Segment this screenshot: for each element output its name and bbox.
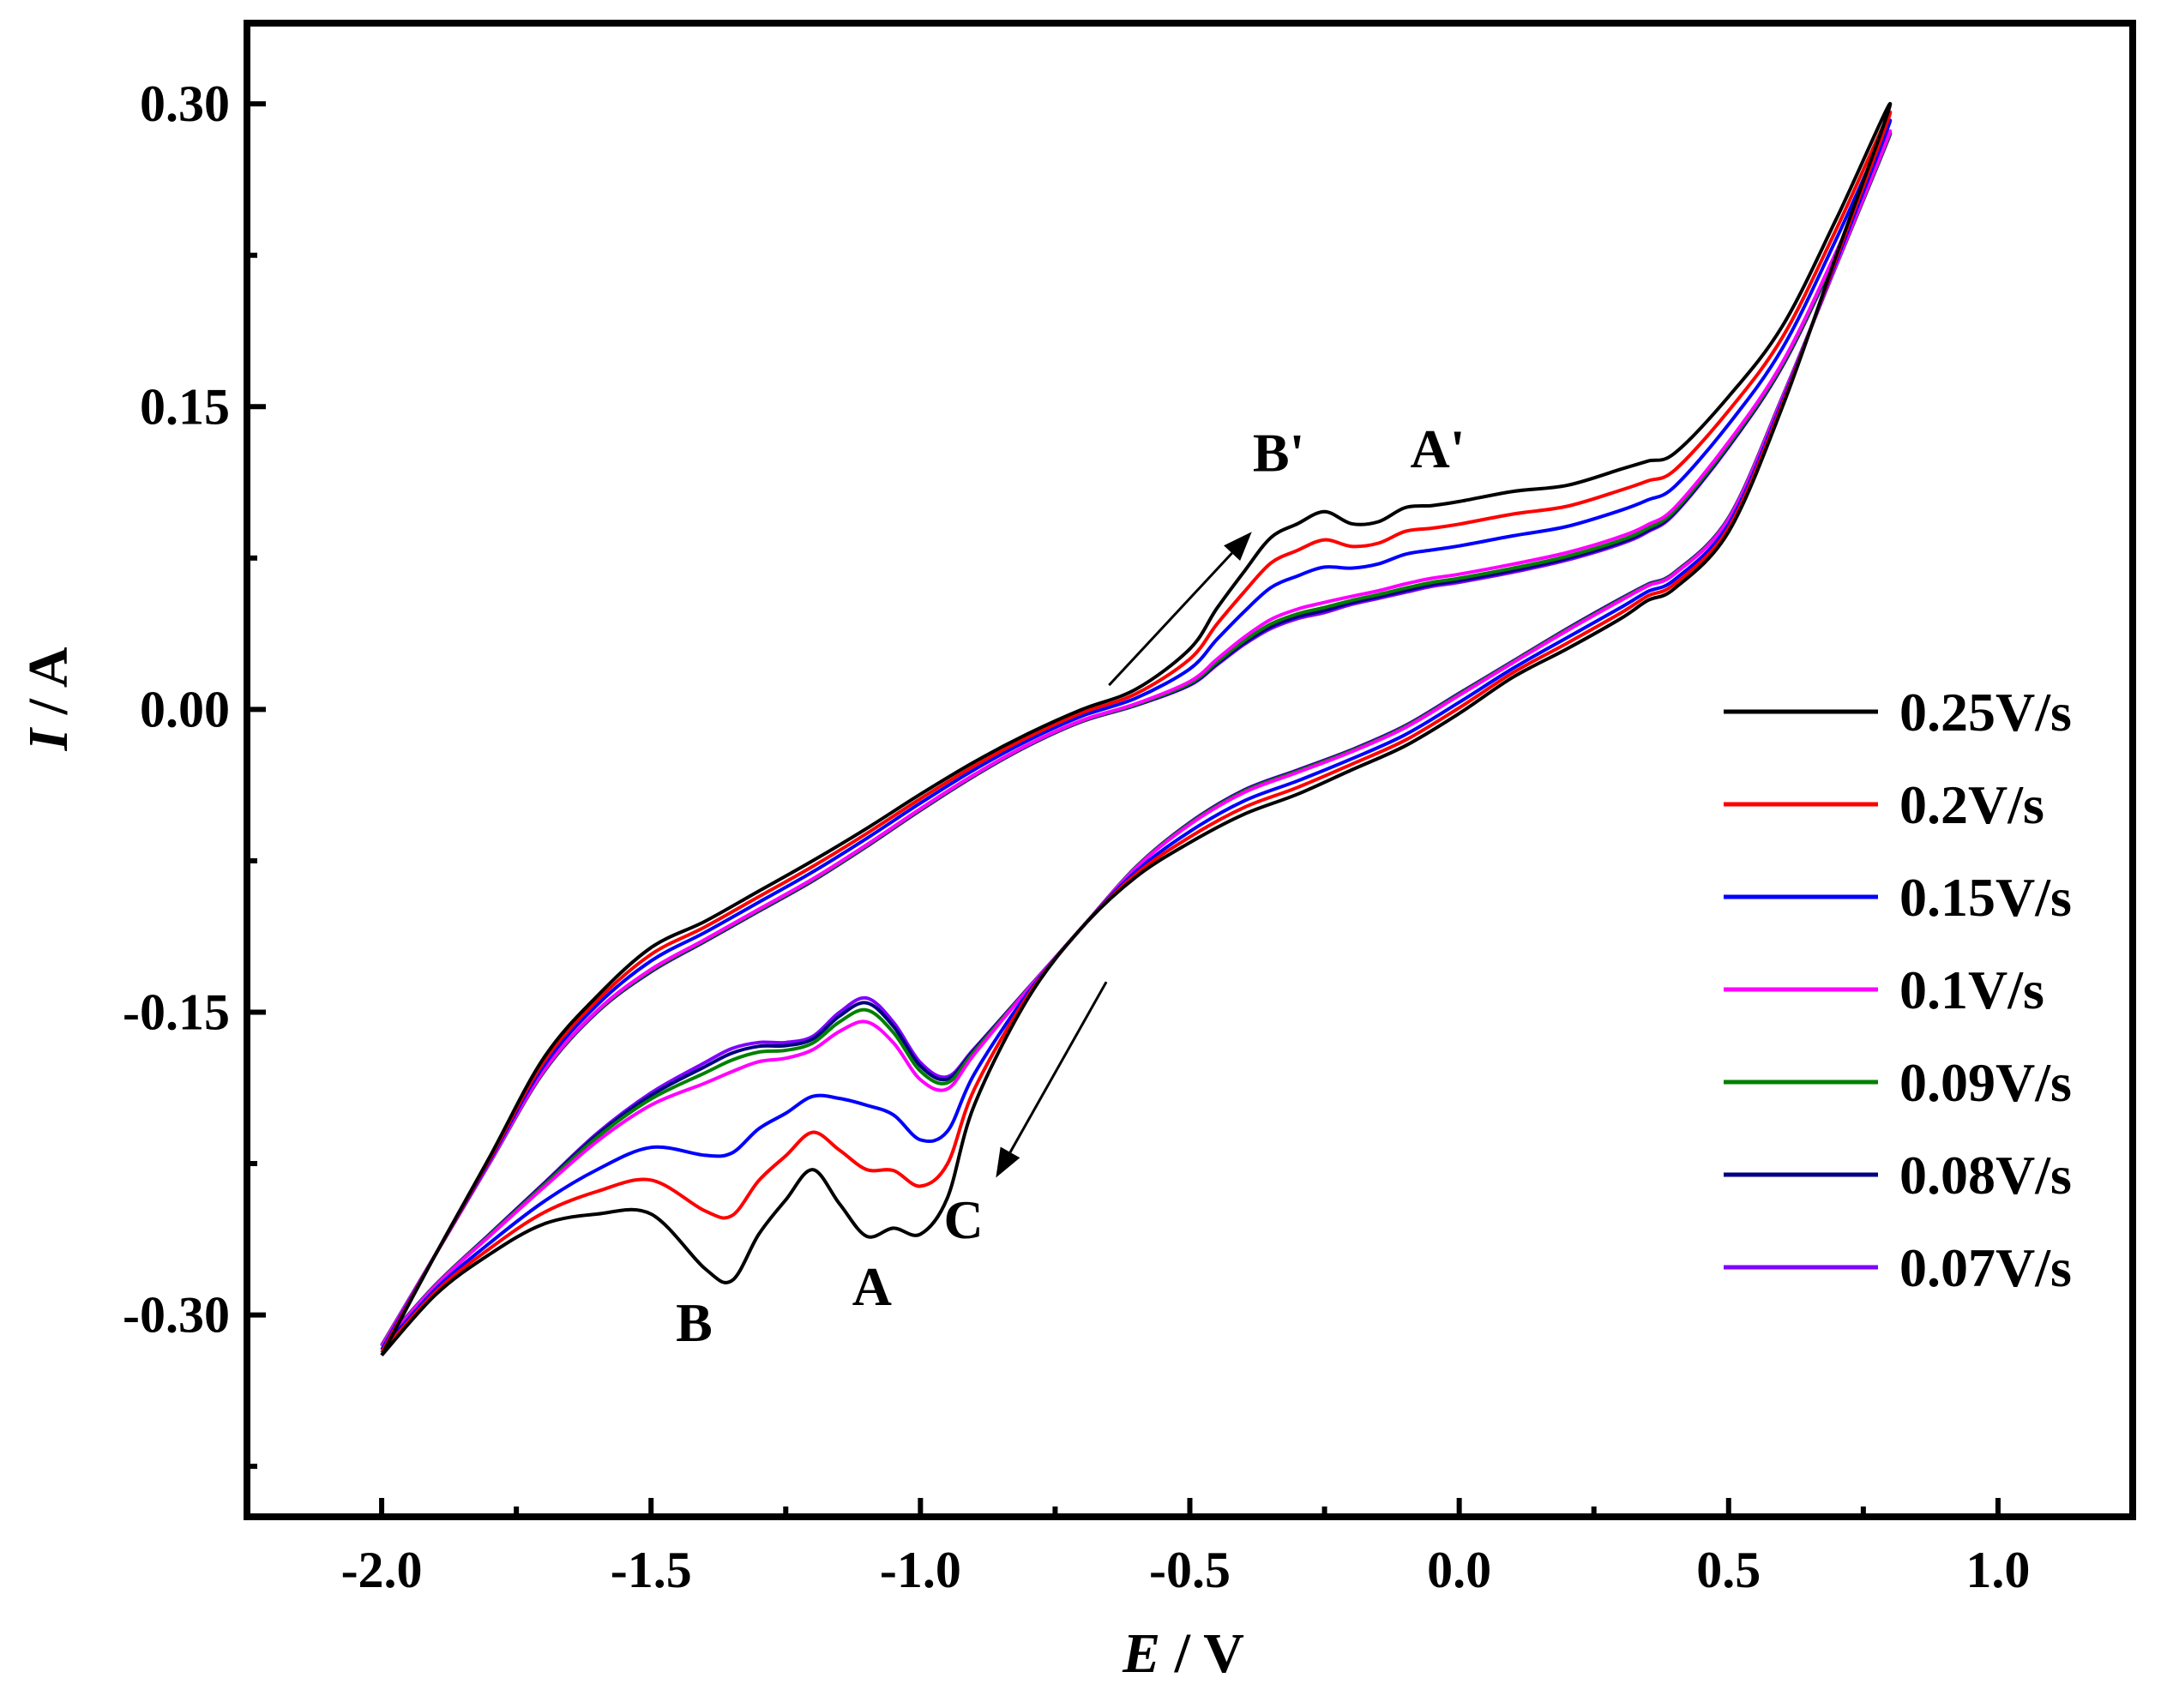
peak-label: B': [1253, 423, 1304, 484]
x-axis-title: E / V: [1122, 1622, 1244, 1685]
series-line-0.1V/s: [380, 129, 1893, 1348]
cathodic-scan-arrow: [996, 981, 1108, 1178]
arrow-layer: [996, 532, 1252, 1178]
y-tick-label: 0.15: [140, 378, 230, 435]
legend-label: 0.25V/s: [1899, 682, 2072, 743]
legend-item: 0.15V/s: [1724, 867, 2072, 928]
legend-label: 0.1V/s: [1899, 959, 2044, 1020]
y-tick-label: 0.00: [140, 681, 230, 737]
y-tick-label: 0.30: [140, 75, 230, 132]
peak-label: C: [944, 1189, 984, 1250]
series-line-0.2V/s: [380, 110, 1893, 1354]
legend-item: 0.25V/s: [1724, 682, 2072, 743]
peak-label: B: [676, 1292, 713, 1353]
legend-label: 0.2V/s: [1899, 774, 2044, 835]
x-tick-label: -0.5: [1149, 1542, 1231, 1598]
x-tick-label: 0.0: [1427, 1542, 1491, 1598]
peak-annotation-layer: B AC B' A': [676, 418, 1465, 1353]
legend-item: 0.1V/s: [1724, 959, 2044, 1020]
legend-item: 0.08V/s: [1724, 1145, 2072, 1206]
legend-label: 0.09V/s: [1899, 1052, 2072, 1113]
legend-label: 0.15V/s: [1899, 867, 2072, 928]
series-line-0.15V/s: [380, 118, 1893, 1351]
y-tick-label: -0.15: [123, 983, 230, 1040]
y-axis-title: I / A: [17, 647, 80, 751]
x-axis: -2.0 -1.5 -1.0 -0.5 0.0 0.5 1.0: [341, 1498, 2030, 1598]
series-line-0.25V/s: [380, 102, 1893, 1357]
x-tick-label: -1.5: [611, 1542, 692, 1598]
legend: 0.25V/s 0.2V/s 0.15V/s 0.1V/s 0.09V/s 0.08V/s…: [1724, 682, 2072, 1298]
legend-label: 0.07V/s: [1899, 1237, 2072, 1298]
peak-label: A: [852, 1256, 892, 1317]
y-axis: -0.30 -0.15 0.00 0.15 0.30: [123, 75, 266, 1470]
legend-item: 0.07V/s: [1724, 1237, 2072, 1298]
x-tick-label: 1.0: [1965, 1542, 2030, 1598]
x-tick-label: 0.5: [1696, 1542, 1761, 1598]
peak-label: A': [1411, 418, 1466, 479]
legend-label: 0.08V/s: [1899, 1145, 2072, 1206]
plot-frame: [244, 20, 2136, 1520]
legend-item: 0.09V/s: [1724, 1052, 2072, 1113]
x-tick-label: -2.0: [341, 1542, 423, 1598]
legend-item: 0.2V/s: [1724, 774, 2044, 835]
curve-layer: [380, 102, 1893, 1357]
anodic-scan-arrow: [1108, 532, 1252, 687]
y-tick-label: -0.30: [123, 1287, 230, 1344]
x-tick-label: -1.0: [880, 1542, 961, 1598]
